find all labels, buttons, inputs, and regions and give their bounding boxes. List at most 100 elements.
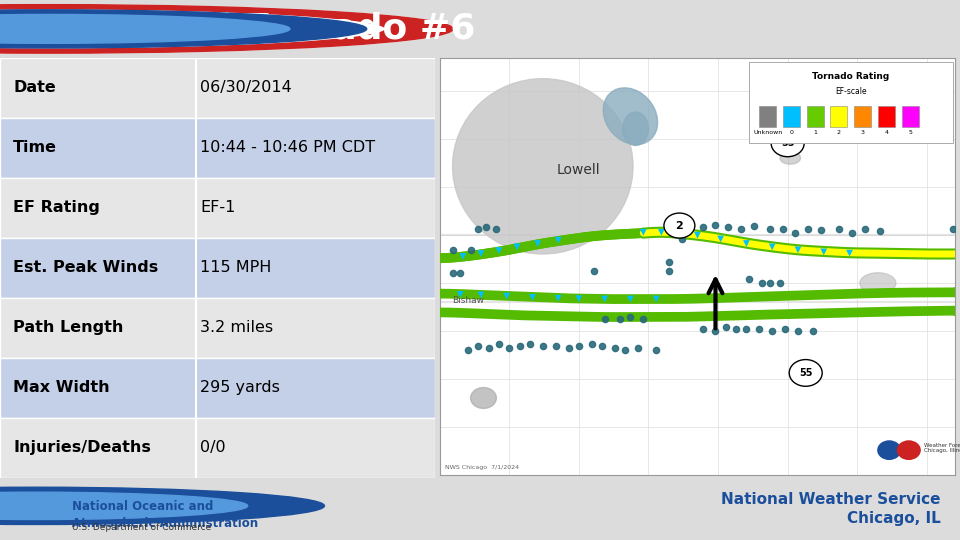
Point	[813, 225, 828, 234]
FancyBboxPatch shape	[759, 106, 777, 127]
Ellipse shape	[470, 388, 496, 408]
Point	[741, 275, 756, 284]
Text: 3: 3	[861, 131, 865, 136]
Text: Bishaw: Bishaw	[452, 296, 485, 305]
Point	[733, 225, 749, 233]
Point	[597, 295, 612, 303]
Text: EF-scale: EF-scale	[835, 87, 867, 96]
Point	[857, 225, 873, 233]
Point	[551, 236, 566, 245]
Point	[739, 325, 755, 333]
FancyBboxPatch shape	[0, 298, 435, 358]
Wedge shape	[0, 5, 453, 53]
FancyBboxPatch shape	[901, 106, 919, 127]
Point	[762, 225, 778, 233]
Text: National Oceanic and
Atmospheric Administration: National Oceanic and Atmospheric Adminis…	[72, 500, 258, 530]
Point	[525, 293, 540, 302]
Point	[631, 343, 646, 352]
Text: 0: 0	[789, 131, 794, 136]
Point	[729, 325, 744, 333]
Text: EF Rating: EF Rating	[13, 200, 100, 215]
Point	[481, 343, 496, 352]
Text: 5: 5	[908, 131, 912, 136]
FancyBboxPatch shape	[0, 238, 435, 298]
Circle shape	[0, 492, 248, 519]
Circle shape	[898, 441, 920, 460]
Text: 2: 2	[837, 131, 841, 136]
Text: Tornado Rating: Tornado Rating	[812, 72, 889, 80]
Text: 4: 4	[884, 131, 888, 136]
FancyBboxPatch shape	[783, 106, 800, 127]
Point	[452, 290, 468, 299]
Circle shape	[877, 441, 900, 460]
FancyBboxPatch shape	[854, 106, 871, 127]
Text: Unknown: Unknown	[754, 131, 782, 136]
Ellipse shape	[603, 88, 658, 145]
Point	[636, 228, 651, 237]
Circle shape	[0, 15, 290, 43]
Point	[718, 323, 733, 332]
Point	[492, 246, 507, 255]
Text: 10:44 - 10:46 PM CDT: 10:44 - 10:46 PM CDT	[200, 140, 375, 156]
Point	[571, 341, 587, 350]
Point	[512, 341, 527, 350]
Point	[831, 225, 847, 233]
Point	[612, 314, 628, 323]
Text: 55: 55	[799, 368, 812, 378]
Point	[551, 294, 566, 302]
Point	[636, 314, 651, 323]
Text: Injuries/Deaths: Injuries/Deaths	[13, 441, 151, 455]
Text: Time: Time	[13, 140, 57, 156]
Point	[816, 247, 831, 256]
Point	[790, 327, 805, 335]
Point	[873, 227, 888, 235]
FancyBboxPatch shape	[749, 62, 952, 143]
Point	[473, 291, 489, 299]
Point	[473, 249, 489, 258]
Point	[778, 325, 793, 333]
Circle shape	[789, 360, 822, 386]
Point	[608, 343, 623, 352]
Text: Est. Peak Winds: Est. Peak Winds	[13, 260, 158, 275]
Text: U.S. Department of Commerce: U.S. Department of Commerce	[72, 523, 211, 531]
Point	[478, 222, 493, 231]
Point	[713, 234, 729, 243]
Point	[470, 225, 486, 233]
Text: 1: 1	[813, 131, 817, 136]
Point	[649, 295, 664, 303]
Circle shape	[664, 213, 695, 238]
Point	[455, 252, 470, 261]
Text: EF-1: EF-1	[200, 200, 235, 215]
Point	[772, 279, 787, 287]
Point	[842, 249, 857, 258]
Point	[571, 294, 587, 303]
Text: 55: 55	[780, 138, 795, 149]
Point	[764, 242, 780, 251]
Point	[649, 346, 664, 354]
Point	[561, 343, 576, 352]
Point	[689, 231, 705, 240]
Point	[695, 325, 710, 333]
Text: Max Width: Max Width	[13, 380, 109, 395]
Point	[597, 314, 612, 323]
Point	[499, 292, 515, 300]
FancyBboxPatch shape	[0, 178, 435, 238]
Point	[845, 229, 860, 238]
FancyBboxPatch shape	[0, 118, 435, 178]
Point	[654, 228, 669, 237]
Text: 2: 2	[676, 220, 684, 231]
Ellipse shape	[623, 112, 648, 145]
Point	[708, 327, 723, 335]
Point	[764, 327, 780, 335]
Point	[775, 225, 790, 233]
Point	[721, 222, 736, 231]
Text: Weather Forecast Office
Chicago, Illinois: Weather Forecast Office Chicago, Illinoi…	[924, 443, 960, 454]
Point	[945, 225, 960, 233]
Text: 115 MPH: 115 MPH	[200, 260, 272, 275]
Text: 0/0: 0/0	[200, 441, 226, 455]
Circle shape	[0, 5, 453, 53]
FancyBboxPatch shape	[0, 358, 435, 418]
Text: Lowell Tornado #6: Lowell Tornado #6	[101, 12, 475, 46]
Ellipse shape	[780, 152, 801, 164]
FancyBboxPatch shape	[830, 106, 848, 127]
